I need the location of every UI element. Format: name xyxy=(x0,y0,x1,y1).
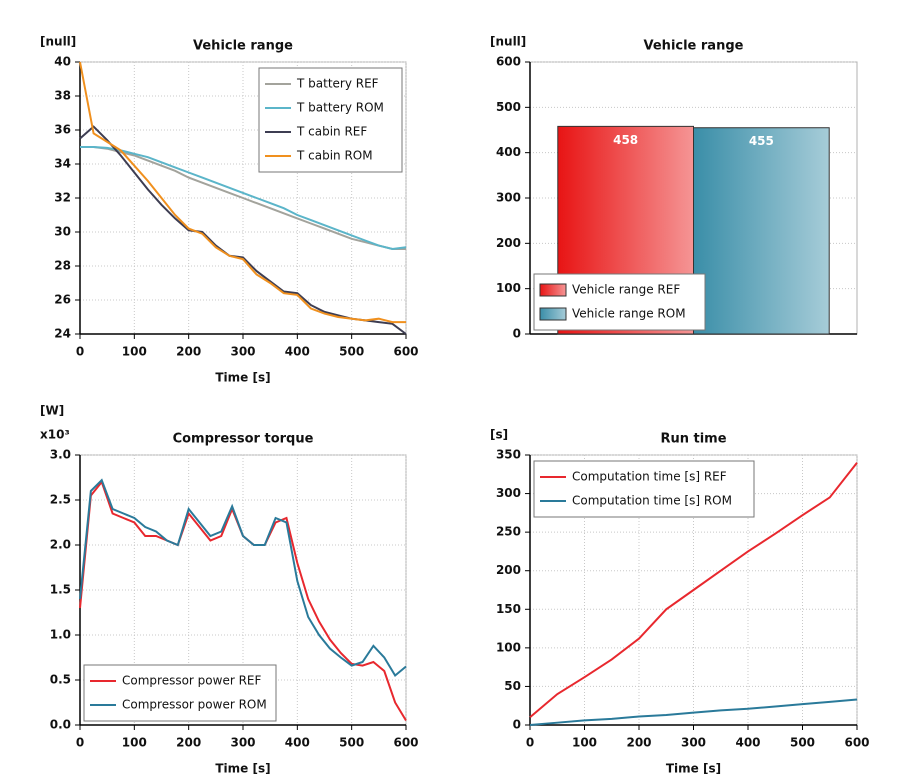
y-tick-label: 28 xyxy=(54,259,71,273)
x-axis-label: Time [s] xyxy=(215,762,270,776)
bar-value-label: 458 xyxy=(613,133,638,147)
y-tick-label: 150 xyxy=(496,602,521,616)
legend-label: T cabin REF xyxy=(296,125,367,139)
legend-box xyxy=(533,273,706,331)
legend-label: Vehicle range ROM xyxy=(572,307,686,321)
y-tick-label: 200 xyxy=(496,236,521,250)
y-tick-label: 0.5 xyxy=(50,673,71,687)
y-axis-label: [s] xyxy=(490,428,508,442)
x-tick-label: 100 xyxy=(572,736,597,750)
chart-title: Vehicle range xyxy=(644,39,744,54)
x-tick-label: 300 xyxy=(230,345,255,359)
chart-title: Vehicle range xyxy=(193,39,293,54)
y-tick-label: 300 xyxy=(496,486,521,500)
legend-label: Compressor power REF xyxy=(122,674,261,688)
y-axis-label: [null] xyxy=(490,35,526,49)
series-line xyxy=(529,462,858,719)
x-tick-label: 0 xyxy=(76,345,84,359)
legend-box xyxy=(83,664,277,722)
chart-title: Compressor torque xyxy=(173,432,314,447)
x-tick-label: 600 xyxy=(393,736,418,750)
legend-label: Vehicle range REF xyxy=(572,283,680,297)
bar xyxy=(693,127,830,335)
x-tick-label: 200 xyxy=(176,345,201,359)
y-tick-label: 1.0 xyxy=(50,628,71,642)
x-tick-label: 100 xyxy=(122,736,147,750)
y-tick-label: 100 xyxy=(496,281,521,295)
x-tick-label: 0 xyxy=(526,736,534,750)
series-line xyxy=(80,146,406,250)
legend-label: Computation time [s] REF xyxy=(572,470,727,484)
x-tick-label: 200 xyxy=(176,736,201,750)
y-tick-label: 600 xyxy=(496,55,521,69)
x-tick-label: 600 xyxy=(393,345,418,359)
y-tick-label: 40 xyxy=(54,55,71,69)
legend-swatch xyxy=(539,307,567,321)
legend-box xyxy=(533,460,755,518)
x-tick-label: 400 xyxy=(735,736,760,750)
x-axis-label: Time [s] xyxy=(666,762,721,776)
y-tick-label: 2.5 xyxy=(50,493,71,507)
y-scale-label: x10³ xyxy=(40,428,70,442)
y-tick-label: 3.0 xyxy=(50,448,71,462)
y-tick-label: 200 xyxy=(496,563,521,577)
x-tick-label: 100 xyxy=(122,345,147,359)
y-tick-label: 30 xyxy=(54,225,71,239)
y-tick-label: 100 xyxy=(496,640,521,654)
y-tick-label: 32 xyxy=(54,191,71,205)
series-line xyxy=(79,61,406,324)
y-tick-label: 26 xyxy=(54,293,71,307)
x-tick-label: 300 xyxy=(230,736,255,750)
series-line xyxy=(529,698,858,726)
x-axis-label: Time [s] xyxy=(215,371,270,385)
y-axis-label: [null] xyxy=(40,35,76,49)
y-tick-label: 50 xyxy=(504,679,521,693)
y-tick-label: 2.0 xyxy=(50,538,71,552)
bar-value-label: 455 xyxy=(749,134,774,148)
legend-box xyxy=(258,67,403,173)
legend-swatch xyxy=(539,283,567,297)
x-tick-label: 500 xyxy=(339,345,364,359)
y-tick-label: 34 xyxy=(54,157,71,171)
legend-label: T cabin ROM xyxy=(296,149,373,163)
chart-title: Run time xyxy=(660,432,726,447)
y-tick-label: 0 xyxy=(513,718,521,732)
y-tick-label: 400 xyxy=(496,145,521,159)
y-tick-label: 24 xyxy=(54,327,71,341)
y-tick-label: 300 xyxy=(496,191,521,205)
series-line xyxy=(79,478,407,678)
y-tick-label: 36 xyxy=(54,123,71,137)
y-tick-label: 250 xyxy=(496,525,521,539)
legend-label: Compressor power ROM xyxy=(122,698,267,712)
x-tick-label: 600 xyxy=(844,736,869,750)
x-tick-label: 500 xyxy=(339,736,364,750)
x-tick-label: 500 xyxy=(790,736,815,750)
x-tick-label: 0 xyxy=(76,736,84,750)
x-tick-label: 200 xyxy=(626,736,651,750)
y-tick-label: 0.0 xyxy=(50,718,71,732)
series-line xyxy=(80,146,407,251)
x-tick-label: 300 xyxy=(681,736,706,750)
y-tick-label: 1.5 xyxy=(50,583,71,597)
x-tick-label: 400 xyxy=(285,736,310,750)
y-tick-label: 350 xyxy=(496,448,521,462)
x-tick-label: 400 xyxy=(285,345,310,359)
y-tick-label: 0 xyxy=(513,327,521,341)
y-tick-label: 38 xyxy=(54,89,71,103)
legend-label: T battery REF xyxy=(296,77,379,91)
y-axis-label: [W] xyxy=(40,404,64,418)
legend-label: T battery ROM xyxy=(296,101,384,115)
y-tick-label: 500 xyxy=(496,100,521,114)
legend-label: Computation time [s] ROM xyxy=(572,494,732,508)
